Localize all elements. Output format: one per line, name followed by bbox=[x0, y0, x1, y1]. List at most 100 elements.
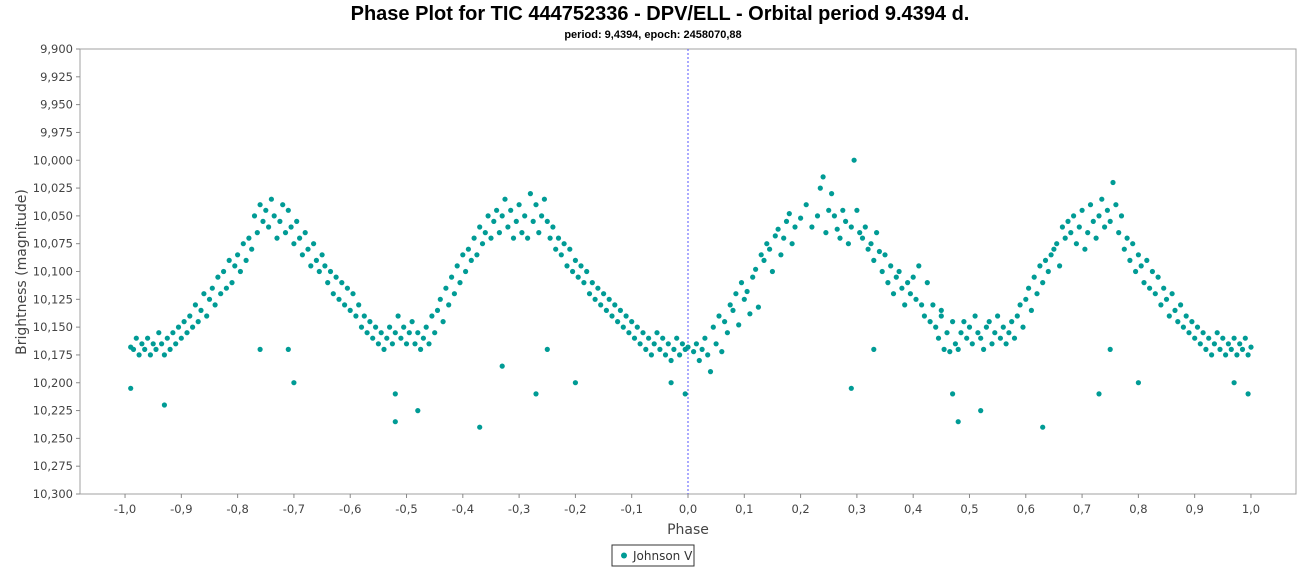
data-point bbox=[257, 202, 263, 208]
data-point bbox=[699, 346, 705, 352]
data-point bbox=[924, 280, 930, 286]
data-point bbox=[519, 230, 525, 236]
data-point bbox=[161, 352, 167, 358]
legend-marker-icon bbox=[621, 552, 627, 559]
data-point bbox=[845, 241, 852, 247]
y-tick-label: 10,225 bbox=[33, 404, 73, 418]
data-point bbox=[755, 304, 762, 310]
data-point bbox=[522, 213, 528, 219]
data-point bbox=[356, 302, 362, 308]
data-point bbox=[803, 202, 809, 208]
y-tick-label: 10,125 bbox=[33, 292, 73, 306]
data-point bbox=[215, 274, 221, 280]
data-point bbox=[854, 207, 860, 213]
data-point bbox=[1231, 380, 1237, 386]
data-point bbox=[862, 224, 868, 230]
data-point bbox=[471, 235, 477, 241]
data-point bbox=[280, 202, 286, 208]
data-point bbox=[1099, 196, 1105, 202]
data-point bbox=[330, 291, 336, 297]
data-point bbox=[612, 302, 618, 308]
data-point bbox=[1242, 335, 1248, 341]
data-point bbox=[899, 285, 905, 291]
data-point bbox=[1178, 302, 1184, 308]
data-point bbox=[1009, 319, 1015, 325]
data-point bbox=[235, 252, 241, 258]
x-tick-label: -0,7 bbox=[283, 502, 305, 516]
data-point bbox=[178, 335, 184, 341]
data-point bbox=[601, 291, 607, 297]
y-tick-label: 10,300 bbox=[33, 487, 73, 501]
data-point bbox=[527, 191, 534, 197]
data-point bbox=[418, 346, 424, 352]
data-point bbox=[271, 213, 277, 219]
data-point bbox=[789, 241, 795, 247]
data-point bbox=[153, 346, 159, 352]
data-point bbox=[1147, 285, 1153, 291]
data-point bbox=[1040, 424, 1046, 430]
data-point bbox=[716, 313, 722, 319]
y-tick-label: 9,950 bbox=[40, 98, 73, 112]
data-point bbox=[944, 330, 950, 336]
data-point bbox=[415, 408, 421, 414]
data-point bbox=[567, 246, 573, 252]
x-tick-label: -0,1 bbox=[620, 502, 642, 516]
data-point bbox=[1209, 352, 1215, 358]
x-tick-label: 0,1 bbox=[735, 502, 753, 516]
data-point bbox=[986, 319, 992, 325]
data-point bbox=[350, 291, 356, 297]
data-point bbox=[910, 274, 916, 280]
data-point bbox=[209, 285, 215, 291]
data-point bbox=[1161, 285, 1167, 291]
legend: Johnson V bbox=[611, 544, 695, 567]
data-point bbox=[513, 218, 519, 224]
data-point bbox=[373, 324, 379, 330]
x-tick-label: 1,0 bbox=[1242, 502, 1260, 516]
data-point bbox=[626, 330, 632, 336]
data-point bbox=[1000, 324, 1006, 330]
data-point bbox=[783, 218, 790, 224]
data-point bbox=[1118, 213, 1125, 219]
data-point bbox=[541, 196, 548, 202]
x-tick-label: -0,4 bbox=[452, 502, 474, 516]
data-point bbox=[266, 224, 272, 230]
data-point bbox=[164, 335, 170, 341]
data-point bbox=[1090, 218, 1096, 224]
data-point bbox=[989, 341, 995, 347]
data-point bbox=[1006, 330, 1012, 336]
data-point bbox=[313, 257, 319, 263]
data-point bbox=[1138, 263, 1144, 269]
data-point bbox=[840, 207, 846, 213]
data-point bbox=[221, 268, 227, 275]
data-point bbox=[381, 346, 387, 352]
data-point bbox=[896, 268, 902, 275]
data-point bbox=[474, 252, 480, 258]
data-point bbox=[274, 235, 280, 241]
data-point bbox=[775, 226, 781, 232]
data-point bbox=[1107, 346, 1113, 352]
data-point bbox=[617, 307, 624, 313]
data-point bbox=[198, 307, 204, 313]
data-point bbox=[1116, 230, 1122, 236]
data-point bbox=[1200, 330, 1206, 336]
data-point bbox=[1135, 252, 1141, 258]
data-point bbox=[935, 335, 942, 341]
data-point bbox=[1040, 280, 1046, 286]
data-point bbox=[285, 207, 291, 213]
data-point bbox=[1121, 246, 1127, 252]
data-point bbox=[147, 352, 153, 358]
data-point bbox=[297, 235, 303, 241]
data-point bbox=[834, 226, 840, 232]
data-point bbox=[181, 319, 187, 325]
y-axis: 9,900 9,925 9,950 9,975 10,000 10,025 10,050 10… bbox=[33, 42, 80, 501]
data-point bbox=[1045, 268, 1051, 275]
data-point bbox=[291, 380, 297, 386]
data-point bbox=[654, 330, 660, 336]
data-point bbox=[1149, 268, 1155, 275]
data-point bbox=[319, 252, 325, 258]
data-point bbox=[955, 419, 961, 425]
data-point bbox=[1054, 241, 1060, 247]
data-point bbox=[434, 307, 441, 313]
chart-title: Phase Plot for TIC 444752336 - DPV/ELL -… bbox=[351, 3, 970, 25]
data-point bbox=[1186, 330, 1192, 336]
